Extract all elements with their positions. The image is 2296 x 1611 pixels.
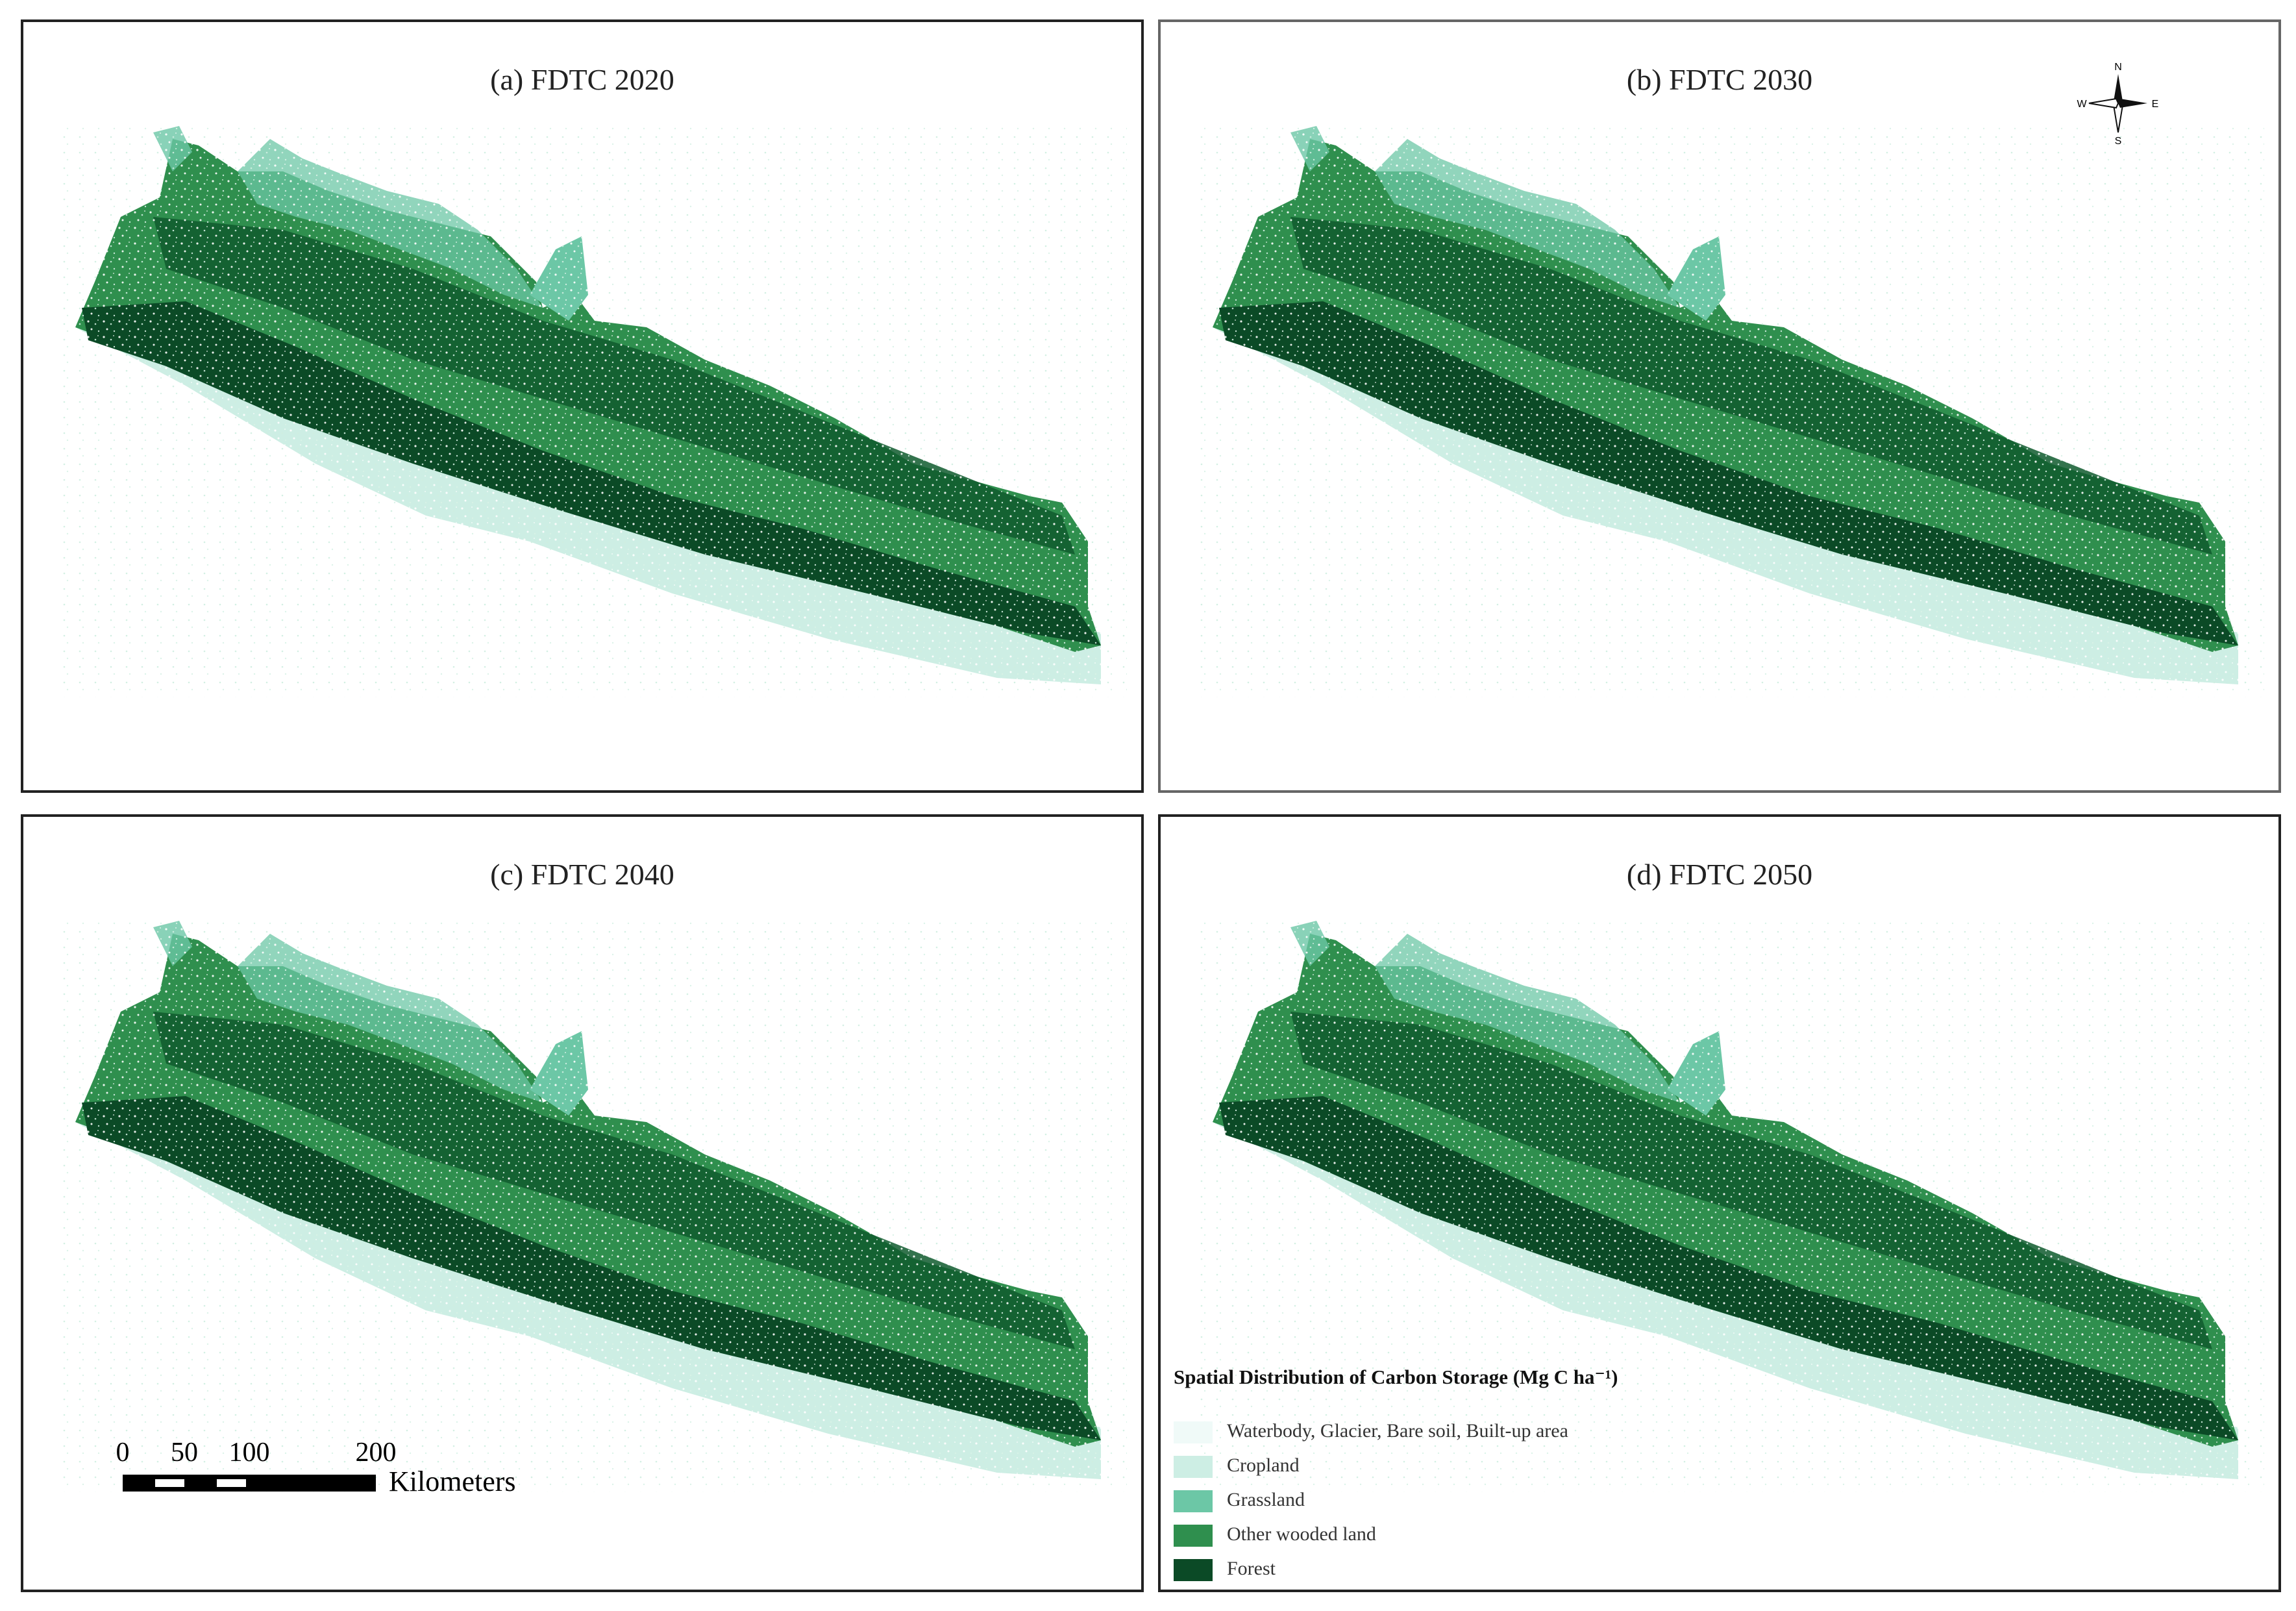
north-arrow-icon: N S E W bbox=[2077, 62, 2159, 145]
legend-label: Other wooded land bbox=[1227, 1523, 1376, 1545]
panel-title: (c) FDTC 2040 bbox=[490, 858, 674, 891]
scale-bar: 0 50 100 200 Kilometers bbox=[116, 1438, 516, 1497]
legend-swatch bbox=[1174, 1421, 1213, 1443]
panel-title: (d) FDTC 2050 bbox=[1626, 858, 1813, 891]
scale-tick: 0 bbox=[116, 1438, 130, 1467]
map-panel-2040: (c) FDTC 2040 0 50 100 200 Kilometers bbox=[21, 814, 1144, 1592]
legend-swatch bbox=[1174, 1525, 1213, 1547]
legend: Spatial Distribution of Carbon Storage (… bbox=[1174, 1366, 1680, 1586]
legend-title: Spatial Distribution of Carbon Storage (… bbox=[1174, 1366, 1618, 1388]
compass-s: S bbox=[2115, 136, 2122, 145]
compass-w: W bbox=[2077, 99, 2087, 110]
scale-unit: Kilometers bbox=[389, 1466, 516, 1497]
legend-label: Waterbody, Glacier, Bare soil, Built-up … bbox=[1227, 1420, 1568, 1442]
legend-label: Cropland bbox=[1227, 1455, 1300, 1476]
map-panel-2030: (b) FDTC 2030 N S E W bbox=[1158, 19, 2281, 793]
scale-tick: 100 bbox=[229, 1438, 270, 1467]
map-panel-2020: (a) FDTC 2020 bbox=[21, 19, 1144, 793]
legend-swatch bbox=[1174, 1490, 1213, 1512]
scale-tick: 50 bbox=[171, 1438, 198, 1467]
panel-title: (b) FDTC 2030 bbox=[1626, 63, 1813, 96]
legend-swatch bbox=[1174, 1456, 1213, 1478]
legend-label: Forest bbox=[1227, 1558, 1276, 1579]
compass-e: E bbox=[2152, 99, 2159, 110]
legend-label: Grassland bbox=[1227, 1489, 1305, 1510]
carbon-storage-map bbox=[62, 126, 1127, 697]
compass-n: N bbox=[2114, 62, 2122, 73]
scale-tick: 200 bbox=[356, 1438, 397, 1467]
map-panel-2050: (d) FDTC 2050 Spatial Distribution of Ca… bbox=[1158, 814, 2281, 1592]
legend-swatch bbox=[1174, 1559, 1213, 1581]
panel-title: (a) FDTC 2020 bbox=[490, 63, 674, 96]
